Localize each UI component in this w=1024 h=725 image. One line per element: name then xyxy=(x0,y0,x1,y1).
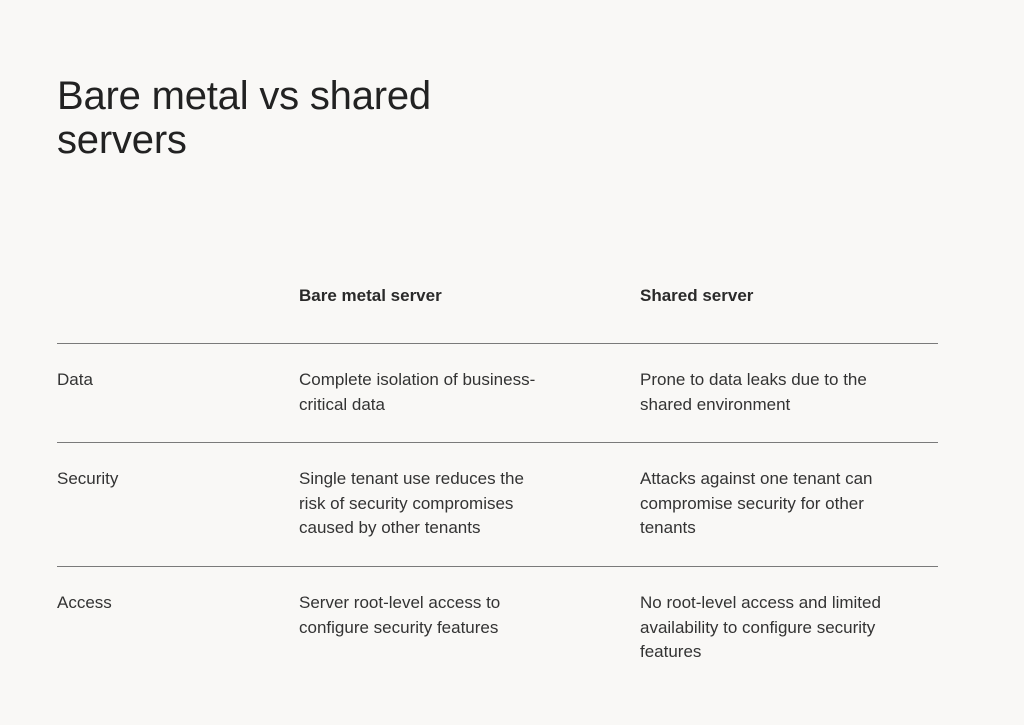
cell-text-line: features xyxy=(640,642,702,661)
cell-shared: Attacks against one tenant can compromise… xyxy=(640,467,873,541)
row-divider xyxy=(57,442,938,443)
cell-text-line: Attacks against one tenant can xyxy=(640,469,873,488)
title-line: servers xyxy=(57,118,187,162)
cell-text-line: configure security features xyxy=(299,617,499,637)
cell-text-line: Prone to data leaks due to the xyxy=(640,370,867,389)
cell-text-line: Server root-level access to xyxy=(299,593,501,612)
cell-text: Access xyxy=(57,593,112,612)
cell-text: Security xyxy=(57,469,119,488)
row-label: Security xyxy=(57,467,118,492)
cell-text-line: Single tenant use reduces the xyxy=(299,469,524,488)
cell-shared: No root-level access and limited availabi… xyxy=(640,591,881,665)
cell-text-line: risk of security compromises xyxy=(299,493,514,513)
title-line: Bare metal vs shared xyxy=(57,74,431,118)
cell-text-line: tenants xyxy=(640,518,696,537)
cell-shared: Prone to data leaks due to the shared env… xyxy=(640,368,867,417)
page-title: Bare metal vs shared servers xyxy=(57,74,431,162)
cell-text: Data xyxy=(57,370,93,389)
row-label: Access xyxy=(57,591,112,616)
row-divider xyxy=(57,566,938,567)
cell-text-line: compromise security for other xyxy=(640,493,864,513)
cell-text-line: No root-level access and limited xyxy=(640,593,881,612)
cell-text-line: caused by other tenants xyxy=(299,518,481,537)
cell-bare-metal: Complete isolation of business-critical … xyxy=(299,368,535,417)
cell-text-line: availability to configure security xyxy=(640,617,876,637)
column-header-shared: Shared server xyxy=(640,286,754,305)
column-header-bare-metal: Bare metal server xyxy=(299,286,442,305)
cell-bare-metal: Single tenant use reduces the risk of sec… xyxy=(299,467,524,541)
cell-text-line: Complete isolation of business- xyxy=(299,370,536,389)
cell-bare-metal: Server root-level access to configure sec… xyxy=(299,591,500,640)
row-label: Data xyxy=(57,368,93,393)
cell-text-line: shared environment xyxy=(640,394,791,414)
row-divider xyxy=(57,343,938,344)
cell-text-line: critical data xyxy=(299,394,385,414)
